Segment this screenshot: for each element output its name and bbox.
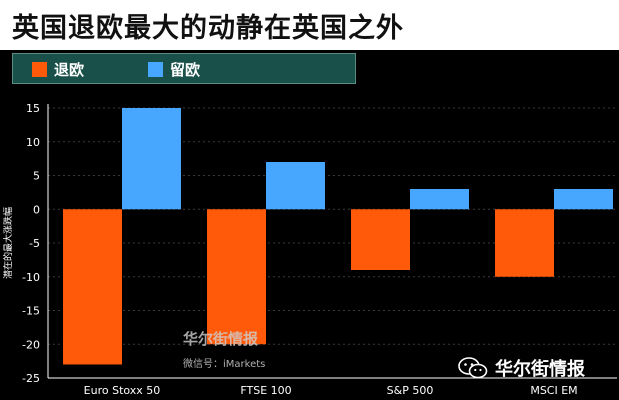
y-tick-label: 10 xyxy=(26,136,40,149)
x-tick-label: S&P 500 xyxy=(387,384,434,397)
x-tick-label: Euro Stoxx 50 xyxy=(84,384,161,397)
wechat-badge: 华尔街情报 xyxy=(458,356,616,380)
legend-label-remain: 留欧 xyxy=(170,61,201,79)
bar-leave xyxy=(495,209,554,277)
legend: 退欧 留欧 xyxy=(12,53,356,84)
y-tick-label: -15 xyxy=(22,305,40,318)
y-axis-title: 潜在的最大涨跌幅 xyxy=(2,207,14,279)
badge-text: 华尔街情报 xyxy=(495,359,585,380)
legend-swatch-remain xyxy=(148,62,163,77)
bar-remain xyxy=(122,108,181,210)
y-tick-label: 0 xyxy=(33,203,40,216)
bar-leave xyxy=(207,209,266,345)
x-tick-label: MSCI EM xyxy=(530,384,577,397)
wechat-icon xyxy=(458,357,488,379)
y-tick-label: -5 xyxy=(29,237,40,250)
watermark-brand: 华尔街情报 xyxy=(183,330,259,348)
y-tick-label: 15 xyxy=(26,102,40,115)
title-bar: 英国退欧最大的动静在英国之外 xyxy=(0,0,619,50)
bar-remain xyxy=(266,162,325,210)
bar-leave xyxy=(63,209,122,365)
legend-item-remain: 留欧 xyxy=(148,59,200,80)
bar-remain xyxy=(554,189,613,210)
watermark-subtitle: 微信号：iMarkets xyxy=(183,359,266,370)
legend-item-leave: 退欧 xyxy=(32,59,84,80)
x-tick-label: FTSE 100 xyxy=(240,384,291,397)
legend-label-leave: 退欧 xyxy=(54,61,85,79)
y-tick-label: -20 xyxy=(22,338,40,351)
bar-remain xyxy=(410,189,469,210)
chart-title: 英国退欧最大的动静在英国之外 xyxy=(12,13,404,44)
y-tick-label: -10 xyxy=(22,271,40,284)
legend-swatch-leave xyxy=(32,62,47,77)
y-tick-label: -25 xyxy=(22,372,40,385)
y-tick-label: 5 xyxy=(33,170,40,183)
bar-leave xyxy=(351,209,410,270)
